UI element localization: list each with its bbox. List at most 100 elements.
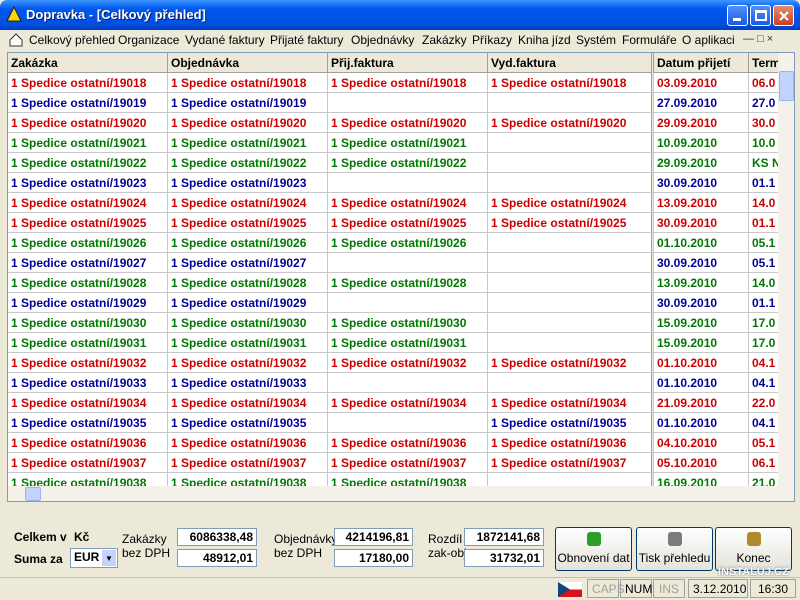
grid-cell[interactable]: 29.09.2010 <box>654 113 749 133</box>
grid-cell[interactable] <box>488 233 654 253</box>
grid-cell[interactable]: 1 Spedice ostatní/19032 <box>328 353 488 373</box>
grid-cell[interactable]: 1 Spedice ostatní/19032 <box>8 353 168 373</box>
grid-cell[interactable]: 1 Spedice ostatní/19026 <box>328 233 488 253</box>
grid-cell[interactable] <box>488 273 654 293</box>
grid-cell[interactable]: 1 Spedice ostatní/19033 <box>168 373 328 393</box>
column-header[interactable]: Objednávka <box>168 53 328 73</box>
grid-cell[interactable]: 1 Spedice ostatní/19018 <box>488 73 654 93</box>
grid-cell[interactable]: 30.09.2010 <box>654 293 749 313</box>
grid-cell[interactable] <box>328 293 488 313</box>
grid-cell[interactable]: 1 Spedice ostatní/19025 <box>8 213 168 233</box>
column-header[interactable]: Zakázka <box>8 53 168 73</box>
mdi-controls[interactable]: — □ × <box>743 33 774 45</box>
grid-cell[interactable]: 1 Spedice ostatní/19034 <box>8 393 168 413</box>
menu-item[interactable]: Příkazy <box>472 33 513 47</box>
grid-cell[interactable]: 1 Spedice ostatní/19019 <box>168 93 328 113</box>
menu-item[interactable]: O aplikaci <box>682 33 735 47</box>
grid-cell[interactable]: 1 Spedice ostatní/19036 <box>328 433 488 453</box>
grid-cell[interactable] <box>488 293 654 313</box>
close-button[interactable] <box>773 5 794 26</box>
menu-item[interactable]: Kniha jízd <box>518 33 571 47</box>
grid-cell[interactable]: 1 Spedice ostatní/19031 <box>328 333 488 353</box>
grid-cell[interactable]: 1 Spedice ostatní/19035 <box>168 413 328 433</box>
currency-select[interactable]: EUR ▼ <box>70 548 118 568</box>
grid-cell[interactable]: 1 Spedice ostatní/19030 <box>8 313 168 333</box>
grid-cell[interactable]: 30.09.2010 <box>654 173 749 193</box>
grid-cell[interactable]: 1 Spedice ostatní/19029 <box>8 293 168 313</box>
grid-cell[interactable] <box>488 333 654 353</box>
grid-cell[interactable]: 01.10.2010 <box>654 233 749 253</box>
grid-cell[interactable]: 1 Spedice ostatní/19031 <box>8 333 168 353</box>
grid-cell[interactable]: 1 Spedice ostatní/19019 <box>8 93 168 113</box>
scroll-thumb[interactable] <box>25 487 41 501</box>
horizontal-scrollbar[interactable] <box>8 486 794 501</box>
grid-cell[interactable]: 1 Spedice ostatní/19026 <box>168 233 328 253</box>
grid-cell[interactable]: 03.09.2010 <box>654 73 749 93</box>
grid-cell[interactable] <box>488 313 654 333</box>
grid-cell[interactable] <box>488 133 654 153</box>
grid-cell[interactable]: 1 Spedice ostatní/19025 <box>488 213 654 233</box>
grid-cell[interactable]: 1 Spedice ostatní/19037 <box>168 453 328 473</box>
grid-cell[interactable]: 15.09.2010 <box>654 313 749 333</box>
action-button[interactable]: Tisk přehledu <box>636 527 713 571</box>
grid-cell[interactable]: 1 Spedice ostatní/19020 <box>168 113 328 133</box>
scroll-thumb[interactable] <box>779 71 794 101</box>
action-button[interactable]: Obnovení dat <box>555 527 632 571</box>
grid-cell[interactable]: 1 Spedice ostatní/19036 <box>488 433 654 453</box>
grid-cell[interactable] <box>488 153 654 173</box>
grid-cell[interactable]: 05.10.2010 <box>654 453 749 473</box>
grid-cell[interactable]: 1 Spedice ostatní/19020 <box>328 113 488 133</box>
minimize-button[interactable] <box>727 5 748 26</box>
grid-cell[interactable]: 1 Spedice ostatní/19032 <box>168 353 328 373</box>
grid-cell[interactable]: 1 Spedice ostatní/19026 <box>8 233 168 253</box>
column-header[interactable]: Vyd.faktura <box>488 53 654 73</box>
grid-cell[interactable]: 1 Spedice ostatní/19021 <box>8 133 168 153</box>
grid-cell[interactable] <box>328 413 488 433</box>
grid-cell[interactable]: 1 Spedice ostatní/19032 <box>488 353 654 373</box>
grid-cell[interactable]: 01.10.2010 <box>654 353 749 373</box>
menu-item[interactable]: Celkový přehled <box>29 33 116 47</box>
grid-cell[interactable] <box>328 253 488 273</box>
grid-cell[interactable]: 1 Spedice ostatní/19022 <box>328 153 488 173</box>
grid-cell[interactable]: 30.09.2010 <box>654 253 749 273</box>
grid-cell[interactable]: 1 Spedice ostatní/19022 <box>8 153 168 173</box>
grid-cell[interactable]: 1 Spedice ostatní/19024 <box>168 193 328 213</box>
grid-cell[interactable]: 1 Spedice ostatní/19030 <box>168 313 328 333</box>
menu-item[interactable]: Organizace <box>118 33 180 47</box>
grid-cell[interactable]: 01.10.2010 <box>654 373 749 393</box>
grid-cell[interactable]: 10.09.2010 <box>654 133 749 153</box>
grid-cell[interactable]: 1 Spedice ostatní/19025 <box>328 213 488 233</box>
grid-cell[interactable]: 1 Spedice ostatní/19023 <box>168 173 328 193</box>
grid-cell[interactable]: 1 Spedice ostatní/19036 <box>168 433 328 453</box>
grid-cell[interactable]: 1 Spedice ostatní/19036 <box>8 433 168 453</box>
menu-item[interactable]: Zakázky <box>422 33 467 47</box>
grid-cell[interactable]: 1 Spedice ostatní/19018 <box>168 73 328 93</box>
grid-cell[interactable] <box>328 173 488 193</box>
grid-cell[interactable]: 13.09.2010 <box>654 273 749 293</box>
grid-cell[interactable]: 1 Spedice ostatní/19024 <box>488 193 654 213</box>
grid-cell[interactable]: 04.10.2010 <box>654 433 749 453</box>
grid-cell[interactable]: 27.09.2010 <box>654 93 749 113</box>
grid-cell[interactable] <box>488 93 654 113</box>
grid-cell[interactable]: 1 Spedice ostatní/19037 <box>328 453 488 473</box>
menu-item[interactable]: Přijaté faktury <box>270 33 344 47</box>
menu-item[interactable]: Vydané faktury <box>185 33 265 47</box>
grid-cell[interactable]: 1 Spedice ostatní/19031 <box>168 333 328 353</box>
grid-cell[interactable]: 30.09.2010 <box>654 213 749 233</box>
grid-cell[interactable]: 1 Spedice ostatní/19033 <box>8 373 168 393</box>
grid-cell[interactable]: 21.09.2010 <box>654 393 749 413</box>
grid-cell[interactable]: 1 Spedice ostatní/19029 <box>168 293 328 313</box>
grid-cell[interactable]: 1 Spedice ostatní/19027 <box>168 253 328 273</box>
action-button[interactable]: Konec <box>715 527 792 571</box>
vertical-scrollbar[interactable] <box>778 53 794 487</box>
grid-cell[interactable] <box>328 373 488 393</box>
menu-item[interactable]: Formuláře <box>622 33 677 47</box>
grid-cell[interactable]: 1 Spedice ostatní/19034 <box>488 393 654 413</box>
menu-item[interactable]: Objednávky <box>351 33 415 47</box>
grid-cell[interactable]: 01.10.2010 <box>654 413 749 433</box>
grid-cell[interactable]: 1 Spedice ostatní/19028 <box>168 273 328 293</box>
grid-cell[interactable] <box>488 253 654 273</box>
column-header[interactable]: Přij.faktura <box>328 53 488 73</box>
grid-cell[interactable] <box>328 93 488 113</box>
grid-cell[interactable]: 1 Spedice ostatní/19028 <box>8 273 168 293</box>
